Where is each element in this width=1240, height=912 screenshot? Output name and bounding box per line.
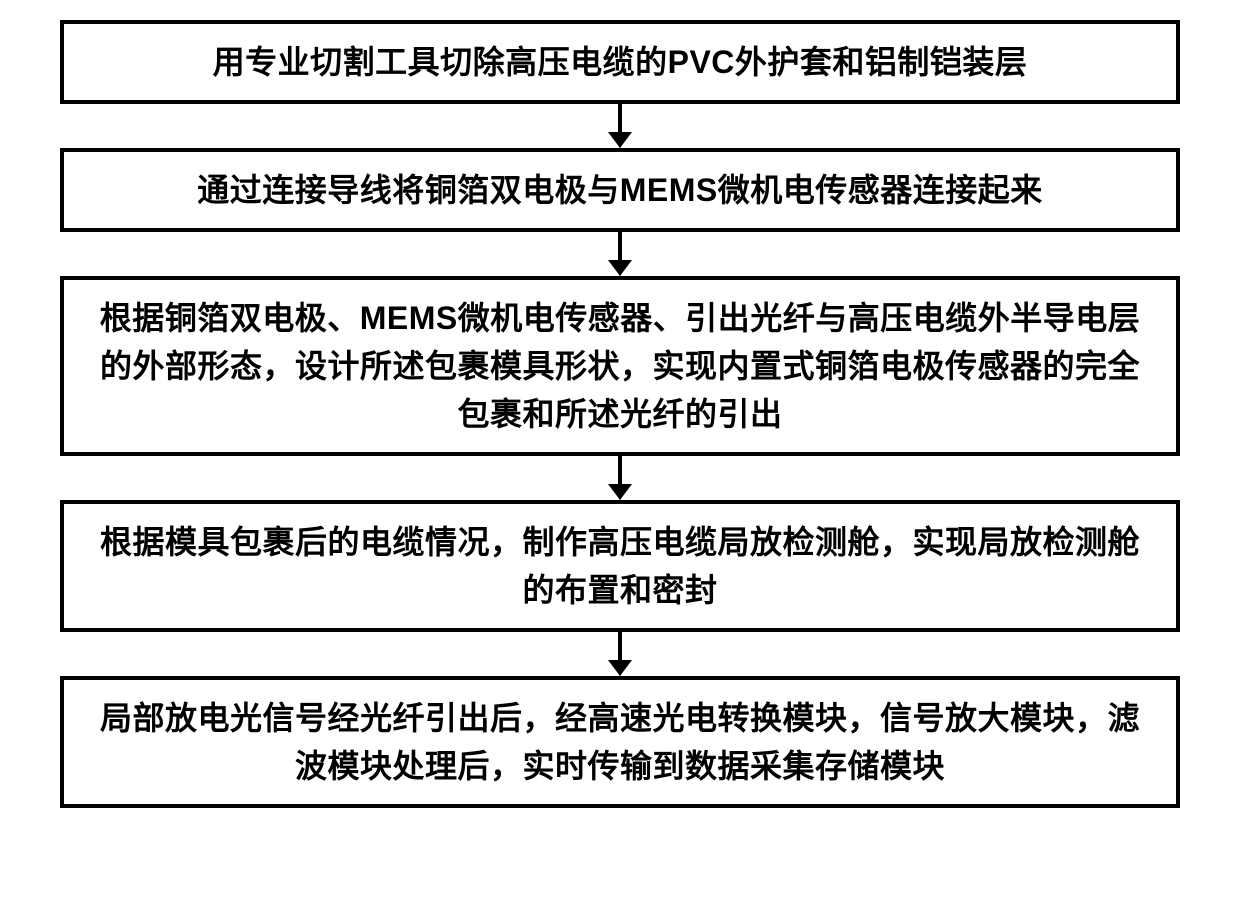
arrow-line xyxy=(618,456,622,484)
arrow-head-icon xyxy=(608,484,632,500)
arrow-head-icon xyxy=(608,660,632,676)
flowchart-step-text: 用专业切割工具切除高压电缆的PVC外护套和铝制铠装层 xyxy=(213,38,1028,86)
flowchart-step-text: 根据模具包裹后的电缆情况，制作高压电缆局放检测舱，实现局放检测舱的布置和密封 xyxy=(90,518,1150,614)
flowchart-container: 用专业切割工具切除高压电缆的PVC外护套和铝制铠装层通过连接导线将铜箔双电极与M… xyxy=(60,20,1180,808)
flowchart-arrow xyxy=(608,232,632,276)
arrow-line xyxy=(618,104,622,132)
flowchart-step-2: 通过连接导线将铜箔双电极与MEMS微机电传感器连接起来 xyxy=(60,148,1180,232)
flowchart-step-4: 根据模具包裹后的电缆情况，制作高压电缆局放检测舱，实现局放检测舱的布置和密封 xyxy=(60,500,1180,632)
flowchart-step-5: 局部放电光信号经光纤引出后，经高速光电转换模块，信号放大模块，滤波模块处理后，实… xyxy=(60,676,1180,808)
flowchart-step-text: 通过连接导线将铜箔双电极与MEMS微机电传感器连接起来 xyxy=(197,166,1043,214)
flowchart-arrow xyxy=(608,456,632,500)
arrow-head-icon xyxy=(608,260,632,276)
arrow-line xyxy=(618,232,622,260)
flowchart-arrow xyxy=(608,632,632,676)
arrow-line xyxy=(618,632,622,660)
flowchart-step-text: 局部放电光信号经光纤引出后，经高速光电转换模块，信号放大模块，滤波模块处理后，实… xyxy=(90,694,1150,790)
flowchart-step-3: 根据铜箔双电极、MEMS微机电传感器、引出光纤与高压电缆外半导电层的外部形态，设… xyxy=(60,276,1180,456)
flowchart-step-text: 根据铜箔双电极、MEMS微机电传感器、引出光纤与高压电缆外半导电层的外部形态，设… xyxy=(90,294,1150,438)
flowchart-step-1: 用专业切割工具切除高压电缆的PVC外护套和铝制铠装层 xyxy=(60,20,1180,104)
flowchart-arrow xyxy=(608,104,632,148)
arrow-head-icon xyxy=(608,132,632,148)
